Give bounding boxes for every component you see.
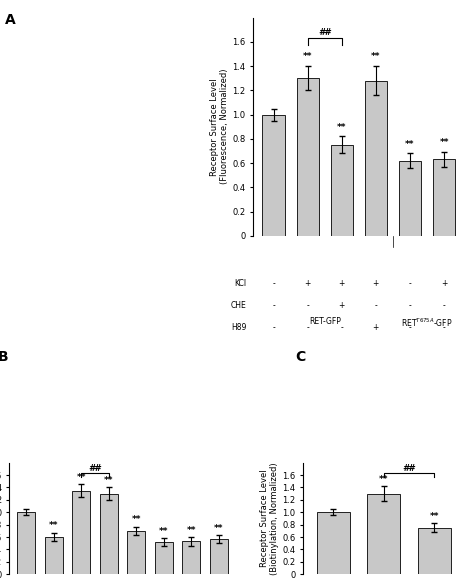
Text: KCl: KCl [234, 280, 246, 288]
Text: -: - [272, 280, 275, 288]
Text: RET$^{T675A}$-GFP: RET$^{T675A}$-GFP [401, 316, 453, 329]
Text: -: - [443, 301, 446, 310]
Bar [365, 81, 387, 236]
Text: +: + [441, 280, 447, 288]
Bar [433, 159, 455, 236]
Text: ##: ## [403, 464, 415, 472]
Text: **: ** [187, 526, 196, 534]
Text: CHE: CHE [230, 301, 246, 310]
Y-axis label: Receptor Surface Level
(Fluorescence, Normalized): Receptor Surface Level (Fluorescence, No… [210, 69, 229, 185]
Bar [100, 493, 118, 574]
Text: **: ** [104, 476, 113, 485]
Text: H89: H89 [231, 323, 246, 332]
Text: -: - [340, 323, 343, 332]
Text: A: A [5, 13, 16, 27]
Text: ##: ## [89, 464, 101, 472]
Text: -: - [409, 323, 411, 332]
Text: +: + [304, 280, 311, 288]
Text: B: B [0, 350, 9, 364]
Text: -: - [374, 301, 377, 310]
Bar [418, 528, 451, 574]
Text: **: ** [76, 473, 86, 482]
Bar [72, 490, 90, 574]
Text: **: ** [371, 52, 381, 62]
Text: **: ** [439, 138, 449, 147]
Bar [331, 145, 353, 236]
Bar [127, 531, 145, 574]
Text: -: - [272, 301, 275, 310]
Text: +: + [338, 280, 345, 288]
Text: +: + [373, 323, 379, 332]
Text: +: + [338, 301, 345, 310]
Bar [317, 512, 350, 574]
Text: **: ** [159, 527, 169, 536]
Bar [297, 78, 319, 236]
Text: **: ** [131, 515, 141, 524]
Text: **: ** [337, 122, 346, 132]
Bar [399, 161, 421, 236]
Text: C: C [295, 350, 305, 364]
Text: **: ** [214, 524, 224, 533]
Bar [367, 493, 400, 574]
Text: -: - [306, 301, 309, 310]
Text: -: - [443, 323, 446, 332]
Text: +: + [373, 280, 379, 288]
Bar [263, 115, 285, 236]
Text: RET-GFP: RET-GFP [309, 316, 341, 326]
Text: **: ** [429, 512, 439, 521]
Text: -: - [272, 323, 275, 332]
Text: **: ** [379, 475, 389, 483]
Text: **: ** [303, 52, 312, 62]
Text: ##: ## [319, 28, 331, 37]
Text: -: - [409, 301, 411, 310]
Text: -: - [306, 323, 309, 332]
Bar [210, 539, 228, 574]
Bar [155, 542, 173, 574]
Text: **: ** [405, 139, 415, 149]
Bar [17, 512, 35, 574]
Y-axis label: Receptor Surface Level
(Biotinylation, Normalized): Receptor Surface Level (Biotinylation, N… [260, 462, 280, 575]
Bar [45, 537, 63, 574]
Bar [182, 541, 200, 574]
Text: **: ** [49, 521, 58, 530]
Text: -: - [409, 280, 411, 288]
